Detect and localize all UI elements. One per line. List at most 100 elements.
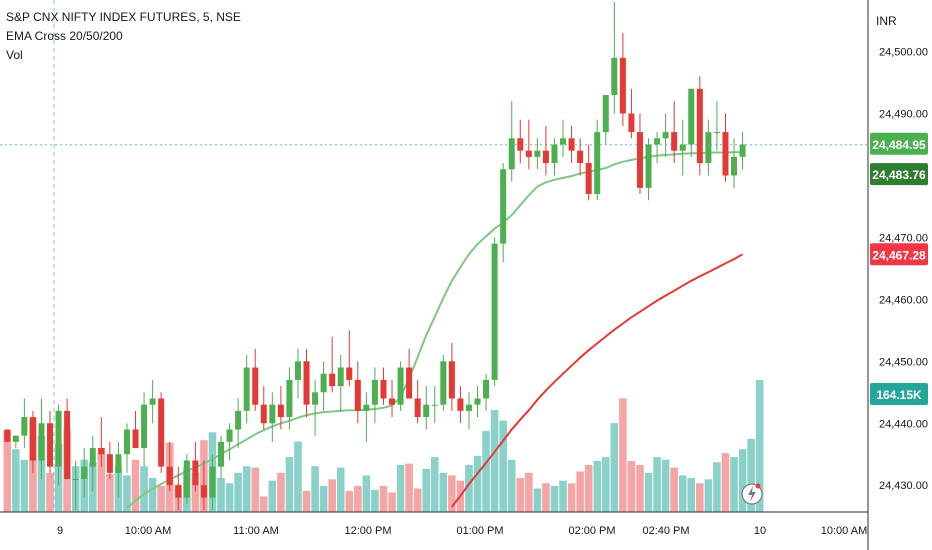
price-badge-bg	[870, 383, 928, 405]
candle-body	[294, 361, 301, 380]
candle	[175, 466, 182, 510]
candle-body	[662, 132, 669, 139]
candle-body	[483, 379, 490, 399]
candle-body	[739, 144, 746, 157]
candle-body	[688, 88, 695, 145]
candle	[628, 88, 635, 139]
candle-body	[200, 485, 207, 498]
volume-bar	[106, 474, 114, 512]
candle-body	[354, 379, 361, 411]
volume-label[interactable]: Vol	[6, 48, 23, 62]
candle-body	[594, 132, 601, 195]
icons	[741, 483, 763, 505]
candle-body	[277, 404, 284, 418]
candle-body	[508, 138, 515, 170]
candle-body	[389, 398, 396, 405]
symbol-title[interactable]: S&P CNX NIFTY INDEX FUTURES, 5, NSE	[6, 10, 241, 24]
candle-body	[534, 150, 541, 157]
volume-bar	[747, 438, 755, 512]
candle	[363, 392, 370, 442]
candle	[371, 367, 378, 424]
currency-label[interactable]: INR	[876, 14, 897, 28]
volume-bar	[482, 430, 490, 512]
volume-bar	[336, 467, 345, 512]
flash-icon[interactable]	[741, 483, 763, 505]
price-badge-bg	[870, 132, 928, 155]
y-tick-label: 24,470.00	[879, 232, 928, 244]
candle-body	[55, 410, 62, 467]
candle-body	[260, 404, 267, 424]
volume-bar	[191, 472, 200, 512]
y-tick-label: 24,440.00	[879, 418, 928, 430]
volume-bar	[619, 398, 627, 512]
candle-body	[371, 379, 378, 405]
candle-body	[457, 398, 464, 411]
volume-bar	[644, 472, 653, 512]
candle-body	[337, 367, 344, 387]
candle	[166, 441, 173, 492]
indicator-label[interactable]: EMA Cross 20/50/200	[6, 29, 123, 43]
volume-bar	[525, 472, 533, 512]
candle	[294, 348, 301, 399]
candle-body	[560, 138, 567, 145]
volume-bar	[251, 467, 259, 512]
price-badge: 24,467.28	[870, 243, 928, 266]
volume-bar	[678, 475, 687, 512]
price-badge-bg	[870, 243, 928, 266]
grid-layer	[0, 0, 868, 512]
volume-bar	[636, 464, 644, 512]
candle	[158, 392, 165, 473]
candle-body	[628, 113, 635, 133]
volume-bar	[610, 423, 619, 512]
candle	[38, 398, 45, 480]
price-badge-label: 24,483.76	[872, 168, 926, 182]
candle	[500, 163, 507, 263]
candle	[115, 441, 122, 498]
candle-body	[166, 466, 173, 486]
price-badge: 164.15K	[870, 383, 928, 405]
candle-body	[611, 57, 618, 95]
candlesticks	[4, 2, 746, 510]
candle	[64, 398, 71, 480]
candle	[218, 435, 225, 480]
volume-bar	[550, 485, 559, 512]
price-badge: 24,484.95	[870, 132, 928, 155]
candle	[619, 32, 626, 126]
candle	[568, 125, 575, 164]
volume-bar	[277, 472, 285, 512]
candle	[346, 330, 353, 387]
candle-body	[175, 485, 182, 498]
candle	[594, 119, 601, 201]
volume-bar	[131, 459, 140, 512]
candle-body	[397, 367, 404, 405]
candle	[440, 355, 447, 411]
candle	[200, 460, 207, 510]
candle-body	[671, 132, 678, 151]
volume-bar	[602, 457, 610, 512]
candle	[209, 454, 216, 510]
x-tick-label: 12:00 PM	[344, 525, 391, 537]
volume-bar	[328, 479, 336, 512]
candle-body	[440, 361, 447, 405]
candle	[260, 386, 267, 430]
candle	[705, 119, 712, 176]
candle-body	[713, 132, 720, 134]
candle	[141, 392, 148, 467]
candle	[235, 398, 242, 449]
volume-bar	[696, 483, 704, 512]
candle-body	[12, 435, 19, 442]
volume-bar	[627, 461, 636, 512]
volume-bar	[242, 466, 251, 512]
candle	[4, 429, 11, 442]
candle	[560, 119, 567, 157]
candle	[414, 379, 421, 424]
candle-body	[192, 460, 199, 486]
candle	[671, 101, 678, 164]
volume-bar	[345, 491, 354, 512]
candle-body	[722, 132, 729, 176]
x-tick-label: 01:00 PM	[456, 525, 503, 537]
candle-body	[29, 417, 36, 461]
candle-body	[141, 404, 148, 449]
